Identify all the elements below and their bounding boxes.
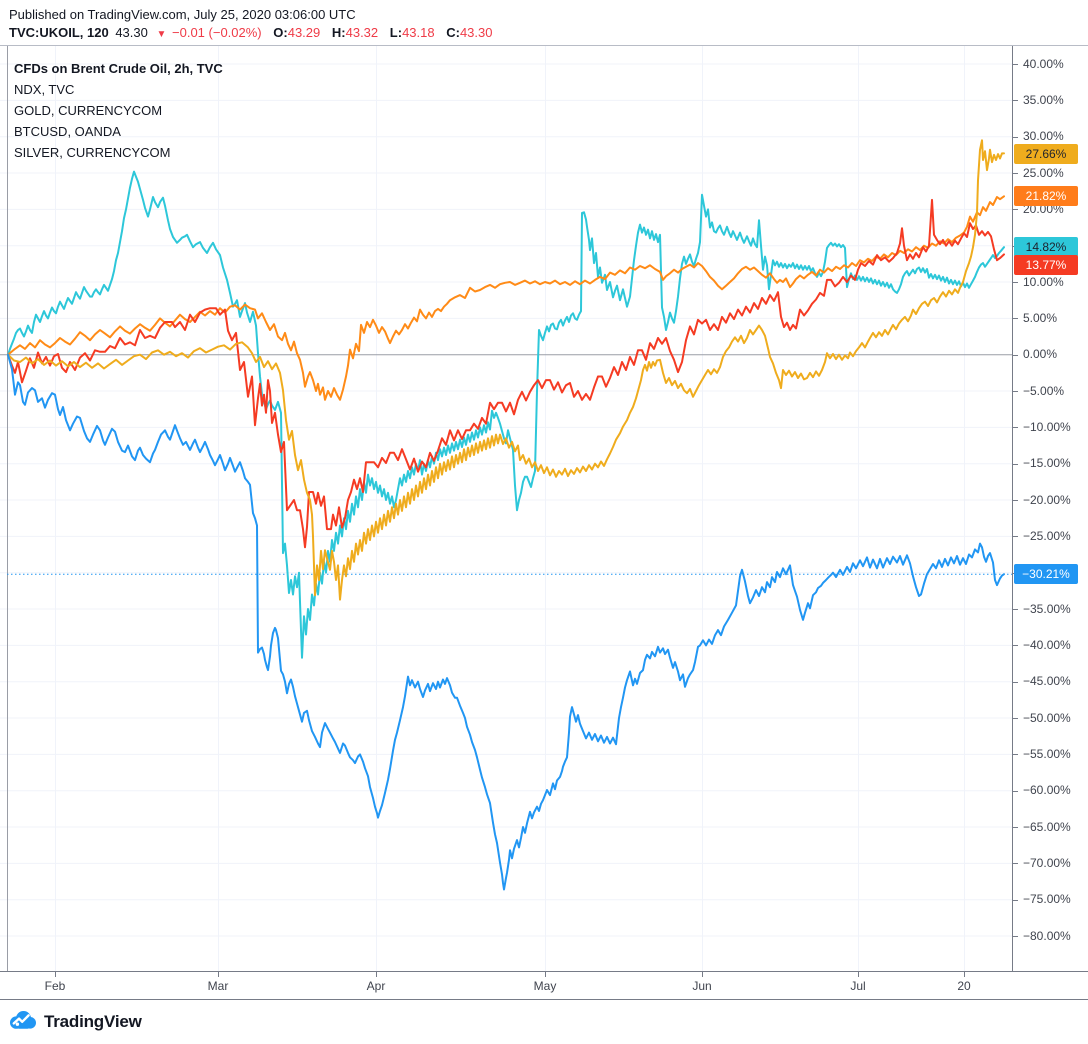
- x-axis-label: May: [533, 979, 557, 993]
- symbol-name: TVC:UKOIL, 120: [9, 25, 109, 40]
- low-value: 43.18: [402, 25, 435, 40]
- x-tick-mark: [858, 972, 859, 977]
- y-tick-mark: [1013, 282, 1018, 283]
- y-axis-label: 30.00%: [1023, 129, 1064, 143]
- y-axis-label: −40.00%: [1023, 638, 1071, 652]
- x-axis-label: Jun: [692, 979, 712, 993]
- open-value: 43.29: [287, 25, 321, 40]
- footer: TradingView: [0, 1000, 1088, 1044]
- y-tick-mark: [1013, 609, 1018, 610]
- x-axis-label: Apr: [366, 979, 386, 993]
- published-line: Published on TradingView.com, July 25, 2…: [9, 7, 356, 22]
- y-axis-label: −75.00%: [1023, 892, 1071, 906]
- y-tick-mark: [1013, 427, 1018, 428]
- y-tick-mark: [1013, 718, 1018, 719]
- chart-widget[interactable]: CFDs on Brent Crude Oil, 2h, TVC NDX, TV…: [0, 46, 1088, 1000]
- y-tick-mark: [1013, 500, 1018, 501]
- y-tick-mark: [1013, 682, 1018, 683]
- low-key: L:: [389, 25, 403, 40]
- y-axis-label: 40.00%: [1023, 57, 1064, 71]
- y-tick-mark: [1013, 391, 1018, 392]
- price-label: 14.82%: [1014, 237, 1078, 257]
- x-tick-mark: [376, 972, 377, 977]
- tradingview-logo-icon[interactable]: [8, 1009, 38, 1038]
- y-axis-label: 10.00%: [1023, 275, 1064, 289]
- x-tick-mark: [702, 972, 703, 977]
- y-axis-label: −80.00%: [1023, 929, 1071, 943]
- y-tick-mark: [1013, 209, 1018, 210]
- price-label: 27.66%: [1014, 144, 1078, 164]
- y-tick-mark: [1013, 355, 1018, 356]
- y-axis-label: −25.00%: [1023, 529, 1071, 543]
- x-axis-label: Feb: [44, 979, 66, 993]
- symbol-status-line: TVC:UKOIL, 120 43.30 ▼ −0.01 (−0.02%) O:…: [9, 25, 496, 40]
- y-tick-mark: [1013, 900, 1018, 901]
- price-label: 13.77%: [1014, 255, 1078, 275]
- open-key: O:: [273, 25, 288, 40]
- price-change: −0.01 (−0.02%): [172, 25, 262, 40]
- time-axis[interactable]: Feb Mar Apr May Jun Jul 20: [0, 971, 1088, 1000]
- y-axis-label: −35.00%: [1023, 602, 1071, 616]
- high-key: H:: [331, 25, 346, 40]
- y-axis-label: −15.00%: [1023, 456, 1071, 470]
- y-tick-mark: [1013, 173, 1018, 174]
- brand-name[interactable]: TradingView: [44, 1012, 142, 1031]
- y-axis-label: 25.00%: [1023, 166, 1064, 180]
- y-axis-label: 0.00%: [1023, 347, 1058, 361]
- y-tick-mark: [1013, 64, 1018, 65]
- price-axis[interactable]: 40.00%35.00%30.00%25.00%20.00%15.00%10.0…: [1012, 46, 1088, 1000]
- y-axis-label: −45.00%: [1023, 674, 1071, 688]
- x-tick-mark: [964, 972, 965, 977]
- y-axis-label: 5.00%: [1023, 311, 1058, 325]
- y-tick-mark: [1013, 827, 1018, 828]
- y-tick-mark: [1013, 791, 1018, 792]
- legend-item-ndx: NDX, TVC: [14, 82, 75, 97]
- x-axis-label: 20: [957, 979, 971, 993]
- y-tick-mark: [1013, 754, 1018, 755]
- y-tick-mark: [1013, 536, 1018, 537]
- last-price: 43.30: [115, 25, 148, 40]
- close-value: 43.30: [459, 25, 493, 40]
- y-tick-mark: [1013, 318, 1018, 319]
- series-line: [7, 198, 1005, 549]
- high-value: 43.32: [345, 25, 379, 40]
- y-axis-label: −70.00%: [1023, 856, 1071, 870]
- x-axis-label: Jul: [850, 979, 866, 993]
- series-line: [7, 170, 1005, 659]
- y-tick-mark: [1013, 936, 1018, 937]
- legend-item-ukoil: CFDs on Brent Crude Oil, 2h, TVC: [14, 61, 223, 76]
- y-axis-label: −5.00%: [1023, 384, 1065, 398]
- y-tick-mark: [1013, 137, 1018, 138]
- header: Published on TradingView.com, July 25, 2…: [0, 0, 1088, 46]
- price-label: 21.82%: [1014, 186, 1078, 206]
- y-axis-label: −55.00%: [1023, 747, 1071, 761]
- series-line: [7, 139, 1005, 601]
- legend: CFDs on Brent Crude Oil, 2h, TVC NDX, TV…: [14, 58, 223, 163]
- series-line: [7, 353, 1005, 891]
- x-axis-label: Mar: [207, 979, 229, 993]
- y-axis-label: 35.00%: [1023, 93, 1064, 107]
- y-axis-label: −10.00%: [1023, 420, 1071, 434]
- x-tick-mark: [55, 972, 56, 977]
- series-line: [7, 195, 1005, 401]
- x-tick-mark: [218, 972, 219, 977]
- y-axis-label: −60.00%: [1023, 783, 1071, 797]
- close-key: C:: [446, 25, 460, 40]
- y-axis-label: −20.00%: [1023, 493, 1071, 507]
- legend-item-btcusd: BTCUSD, OANDA: [14, 124, 121, 139]
- y-axis-label: −65.00%: [1023, 820, 1071, 834]
- down-triangle-icon: ▼: [156, 29, 167, 40]
- y-axis-label: −50.00%: [1023, 711, 1071, 725]
- x-tick-mark: [545, 972, 546, 977]
- y-tick-mark: [1013, 863, 1018, 864]
- y-tick-mark: [1013, 100, 1018, 101]
- price-label: −30.21%: [1014, 564, 1078, 584]
- y-tick-mark: [1013, 645, 1018, 646]
- legend-item-gold: GOLD, CURRENCYCOM: [14, 103, 163, 118]
- y-tick-mark: [1013, 464, 1018, 465]
- legend-item-silver: SILVER, CURRENCYCOM: [14, 145, 171, 160]
- plot-svg[interactable]: [0, 46, 1012, 971]
